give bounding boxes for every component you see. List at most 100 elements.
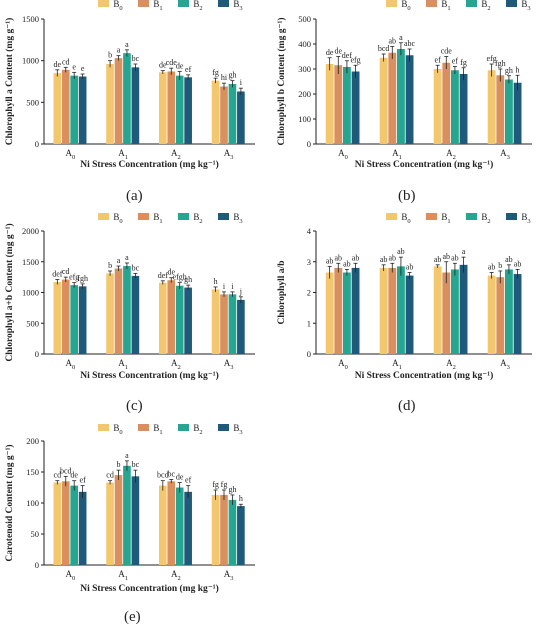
bar-e-A2-B1 — [167, 481, 176, 565]
legend-swatch-B1 — [426, 213, 437, 220]
significance-label: ef — [452, 57, 459, 66]
x-tick-label-d: A2 — [446, 358, 456, 371]
x-tick-label-c: A3 — [224, 358, 234, 371]
legend-label-B0: B0 — [113, 212, 122, 225]
bar-e-A3-B1 — [220, 494, 228, 565]
legend-swatch-B2 — [178, 424, 189, 431]
legend-label-B3: B3 — [233, 212, 242, 225]
significance-label: ab — [388, 37, 396, 46]
bar-a-A3-B0 — [211, 80, 220, 144]
significance-label: bc — [132, 54, 140, 63]
bar-e-A2-B0 — [158, 485, 167, 565]
y-tick-label-b: 100 — [298, 114, 311, 124]
significance-label: ab — [514, 259, 522, 268]
bar-d-A0-B0 — [325, 272, 334, 354]
significance-label: fg — [460, 58, 467, 67]
legend-label-B1: B1 — [441, 212, 450, 225]
bar-b-A0-B2 — [343, 67, 351, 144]
bar-a-A1-B0 — [106, 64, 114, 144]
bar-a-A1-B3 — [131, 67, 140, 144]
significance-label: efgh — [173, 273, 187, 282]
bar-a-A3-B2 — [228, 84, 237, 144]
y-tick-label-d: 1 — [307, 318, 311, 328]
legend-swatch-B2 — [466, 213, 477, 220]
significance-label: ef — [185, 65, 192, 74]
panel-label-e: (e) — [124, 609, 141, 625]
legend-label-B2: B2 — [193, 423, 202, 436]
significance-label: abc — [404, 39, 416, 48]
significance-label: b — [117, 460, 121, 469]
bar-e-A1-B1 — [114, 475, 123, 565]
significance-label: hi — [221, 73, 228, 82]
bar-a-A2-B0 — [158, 72, 167, 144]
legend-label-B3: B3 — [521, 0, 530, 12]
significance-label: ef — [80, 476, 87, 485]
bar-c-A0-B3 — [78, 286, 87, 354]
significance-label: de — [334, 47, 342, 56]
x-axis-title-b: Ni Stress Concentration (mg kg⁻¹) — [355, 159, 494, 170]
legend-swatch-B0 — [98, 0, 109, 7]
bar-d-A3-B2 — [505, 269, 513, 354]
significance-label: ab — [488, 263, 496, 272]
x-tick-label-a: A0 — [66, 148, 76, 161]
y-tick-label-c: 0 — [35, 349, 39, 359]
bar-a-A0-B0 — [53, 73, 62, 144]
y-tick-label-e: 200 — [26, 436, 39, 446]
significance-label: bcd — [157, 471, 169, 480]
significance-label: ab — [388, 253, 396, 262]
significance-label: def — [158, 271, 169, 280]
y-tick-label-a: 500 — [26, 97, 39, 107]
significance-label: i — [223, 282, 226, 291]
legend-label-B1: B1 — [441, 0, 450, 12]
x-tick-label-b: A3 — [500, 148, 510, 161]
significance-label: fgh — [77, 274, 88, 283]
significance-label: a — [462, 247, 466, 256]
y-tick-label-b: 0 — [307, 139, 311, 149]
bar-e-A1-B3 — [131, 476, 140, 565]
bar-d-A0-B1 — [334, 267, 343, 354]
significance-label: ef — [435, 55, 442, 64]
bar-b-A1-B2 — [397, 49, 405, 144]
x-tick-label-c: A1 — [118, 358, 128, 371]
significance-label: a — [125, 253, 129, 262]
legend-swatch-B2 — [466, 0, 477, 7]
bar-d-A2-B3 — [459, 264, 468, 354]
bar-c-A0-B0 — [53, 282, 62, 354]
bar-a-A3-B1 — [220, 86, 228, 144]
x-axis-title-a: Ni Stress Concentration (mg kg⁻¹) — [80, 159, 219, 170]
bar-c-A3-B3 — [237, 299, 245, 354]
bar-b-A3-B2 — [505, 79, 513, 144]
x-tick-label-e: A1 — [118, 569, 128, 582]
bar-a-A2-B1 — [167, 71, 176, 144]
significance-label: ab — [352, 253, 360, 262]
significance-label: ab — [451, 253, 459, 262]
bar-e-A3-B2 — [228, 499, 237, 565]
bar-e-A2-B3 — [184, 491, 192, 565]
significance-label: b — [498, 261, 502, 270]
significance-label: cd — [106, 471, 114, 480]
bar-a-A2-B2 — [175, 75, 184, 144]
bar-d-A1-B2 — [397, 266, 405, 354]
significance-label: efg — [350, 55, 360, 64]
legend-swatch-B1 — [138, 213, 149, 220]
significance-label: fg — [212, 480, 219, 489]
x-tick-label-a: A2 — [171, 148, 181, 161]
significance-label: j — [239, 287, 242, 296]
bar-b-A2-B1 — [442, 62, 451, 144]
x-tick-label-b: A0 — [338, 148, 348, 161]
significance-label: de — [54, 60, 62, 69]
y-tick-label-a: 1500 — [22, 14, 39, 24]
significance-label: de — [176, 473, 184, 482]
x-axis-title-c: Ni Stress Concentration (mg kg⁻¹) — [80, 370, 219, 381]
significance-label: bc — [132, 460, 140, 469]
x-tick-label-b: A2 — [446, 148, 456, 161]
x-tick-label-b: A1 — [392, 148, 402, 161]
bar-a-A3-B3 — [237, 91, 245, 144]
bar-e-A0-B2 — [70, 485, 79, 565]
significance-label: h — [239, 494, 243, 503]
bar-c-A2-B0 — [158, 282, 167, 354]
bar-d-A3-B0 — [487, 275, 496, 354]
legend-swatch-B3 — [218, 424, 229, 431]
bar-a-A0-B2 — [70, 75, 79, 144]
